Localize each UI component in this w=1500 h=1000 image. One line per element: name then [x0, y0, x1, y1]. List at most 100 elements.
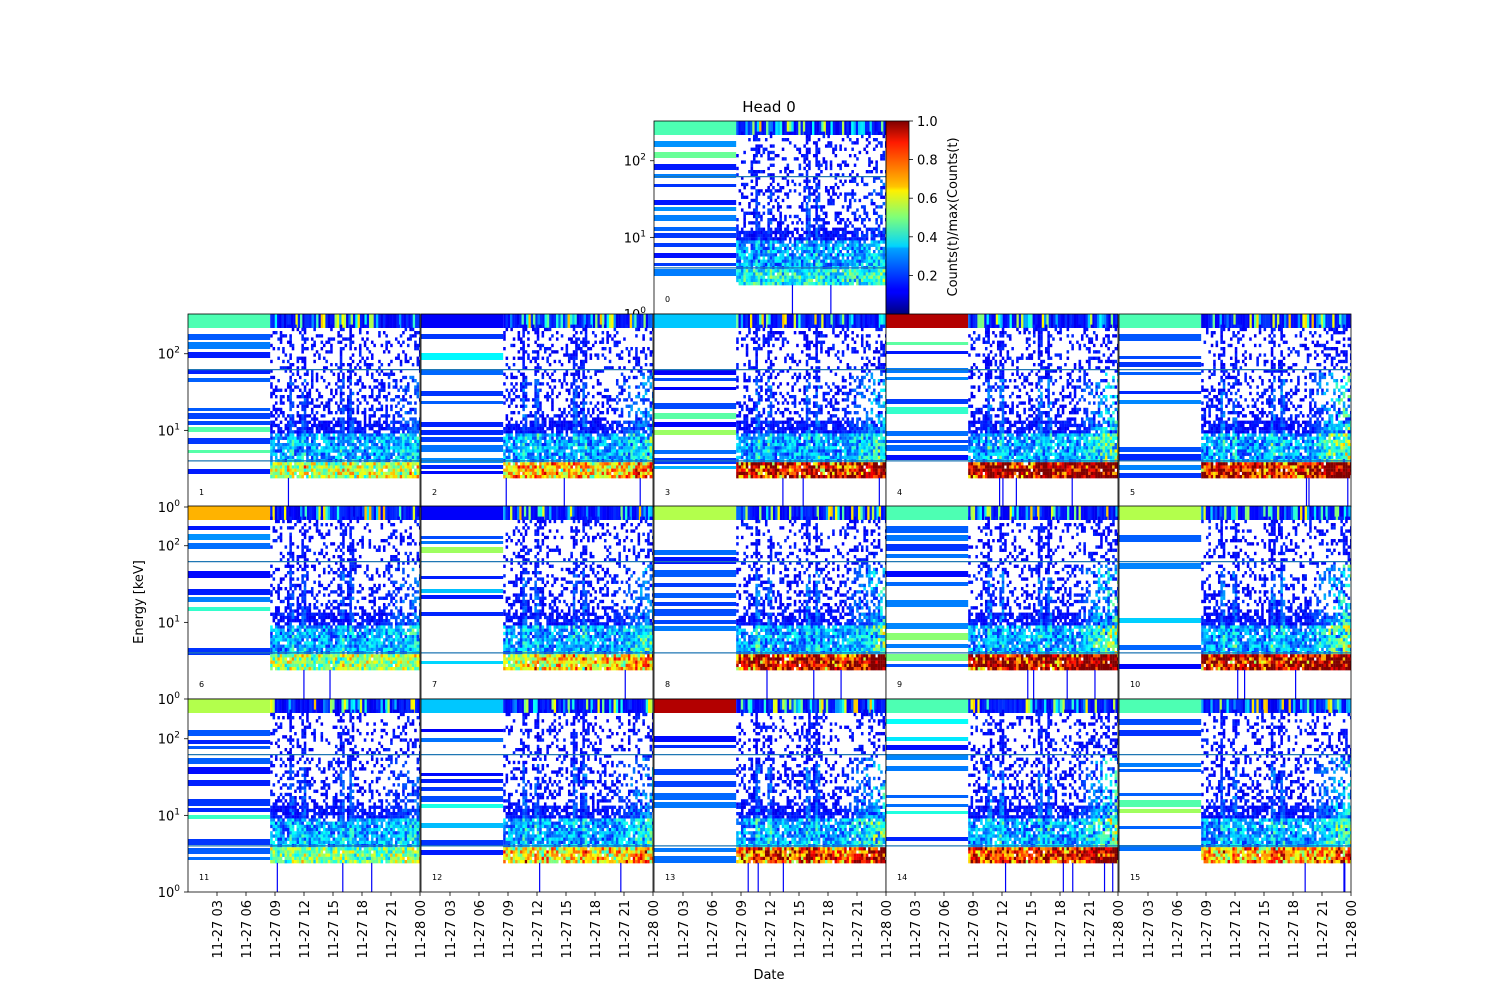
- panel-label: 9: [897, 680, 902, 689]
- top-band: [188, 699, 271, 713]
- panel-9: 9: [885, 505, 1119, 700]
- panel-image: [188, 314, 420, 507]
- panel-label: 2: [432, 488, 437, 497]
- x-tick-label: 11-27 18: [822, 900, 837, 958]
- top-band: [188, 314, 271, 328]
- panel-label: 5: [1130, 488, 1135, 497]
- x-tick-label: 11-27 06: [240, 900, 255, 958]
- x-axis-label: Date: [753, 968, 784, 983]
- colorbar-label: Counts(t)/max(Counts(t): [946, 137, 961, 296]
- panel-image: [654, 506, 886, 699]
- top-band: [886, 314, 969, 328]
- panel-14: 14 11-27 03 11-27 06 11-27 09 11-27 12 11-27 …: [885, 698, 1127, 958]
- panel-image: [188, 506, 420, 699]
- panel-label: 10: [1130, 680, 1140, 689]
- x-tick-label: 11-27 15: [560, 900, 575, 958]
- panel-label: 1: [199, 488, 204, 497]
- panel-image: [421, 699, 653, 892]
- panel-image: [654, 314, 886, 507]
- x-tick-label: 11-28 00: [647, 900, 662, 958]
- x-tick-label: 11-27 18: [1287, 900, 1302, 958]
- panel-image: [421, 314, 653, 507]
- panel-1: 1 100 101 102: [158, 313, 421, 516]
- x-tick-label: 11-27 09: [735, 900, 750, 958]
- top-band: [654, 699, 737, 713]
- panel-label: 8: [665, 680, 670, 689]
- panel-label: 4: [897, 488, 902, 497]
- panel-image: [654, 121, 886, 314]
- panel-label: 7: [432, 680, 437, 689]
- panel-13: 13 11-27 03 11-27 06 11-27 09 11-27 12 11-27 …: [653, 698, 895, 958]
- colorbar-tick-label: 1.0: [917, 115, 938, 130]
- x-tick-label: 11-27 12: [1229, 900, 1244, 958]
- y-tick-label: 101: [158, 614, 180, 631]
- top-band: [654, 506, 737, 520]
- x-tick-label: 11-27 09: [502, 900, 517, 958]
- panel-image: [886, 699, 1118, 892]
- panel-6: 6 100 101 102: [158, 505, 421, 708]
- panel-image: [1119, 699, 1351, 892]
- panel-0: 0100101102: [624, 120, 887, 323]
- y-tick-label: 102: [158, 346, 180, 363]
- panel-label: 14: [897, 873, 907, 882]
- panel-15: 15 11-27 03 11-27 06 11-27 09 11-27 12 11-27 …: [1118, 698, 1360, 958]
- y-tick-label: 101: [158, 807, 180, 824]
- y-tick-label: 101: [158, 422, 180, 439]
- panel-label: 11: [199, 873, 209, 882]
- panel-label: 6: [199, 680, 204, 689]
- panel-image: [1119, 506, 1351, 699]
- y-tick-label: 100: [158, 691, 181, 708]
- y-tick-label: 101: [624, 229, 646, 246]
- x-tick-label: 11-27 15: [327, 900, 342, 958]
- chart-title: Head 0: [742, 98, 796, 116]
- top-band: [1119, 699, 1202, 713]
- panel-3: 3: [653, 313, 887, 508]
- x-tick-label: 11-27 06: [706, 900, 721, 958]
- panel-image: [654, 699, 886, 892]
- top-band: [654, 121, 737, 135]
- x-tick-label: 11-27 21: [851, 900, 866, 958]
- x-tick-label: 11-27 09: [269, 900, 284, 958]
- x-tick-label: 11-28 00: [1345, 900, 1360, 958]
- x-tick-label: 11-27 12: [996, 900, 1011, 958]
- top-band: [1119, 314, 1202, 328]
- y-tick-label: 100: [158, 499, 181, 516]
- top-band: [188, 506, 271, 520]
- x-tick-label: 11-27 21: [385, 900, 400, 958]
- colorbar-gradient: [885, 120, 910, 315]
- panel-10: 10: [1118, 505, 1352, 700]
- x-tick-label: 11-27 21: [618, 900, 633, 958]
- x-tick-label: 11-27 21: [1316, 900, 1331, 958]
- x-tick-label: 11-27 03: [1142, 900, 1157, 958]
- panel-image: [1119, 314, 1351, 507]
- x-tick-label: 11-27 12: [531, 900, 546, 958]
- x-tick-label: 11-27 15: [793, 900, 808, 958]
- panel-label: 3: [665, 488, 670, 497]
- panel-label: 12: [432, 873, 442, 882]
- x-tick-label: 11-27 03: [677, 900, 692, 958]
- top-band: [421, 506, 504, 520]
- x-tick-label: 11-27 12: [298, 900, 313, 958]
- top-band: [886, 699, 969, 713]
- x-tick-label: 11-28 00: [880, 900, 895, 958]
- colorbar: 0.2 0.4 0.6 0.8 1.0 Counts(t)/max(Counts(t): [885, 115, 961, 315]
- x-tick-label: 11-27 03: [444, 900, 459, 958]
- panels-layer: 0100101102110010110223456100101102789101…: [158, 120, 1360, 958]
- y-tick-label: 102: [158, 731, 180, 748]
- x-tick-label: 11-27 18: [1054, 900, 1069, 958]
- colorbar-tick-label: 0.8: [917, 154, 938, 169]
- panel-4: 4: [885, 313, 1119, 508]
- top-band: [654, 314, 737, 328]
- colorbar-tick-label: 0.4: [917, 231, 938, 246]
- y-tick-label: 100: [158, 884, 181, 901]
- top-band: [886, 506, 969, 520]
- colorbar-ticks: 0.2 0.4 0.6 0.8 1.0: [909, 115, 938, 284]
- x-tick-label: 11-27 03: [211, 900, 226, 958]
- panel-8: 8: [653, 505, 887, 700]
- y-tick-label: 102: [624, 153, 646, 170]
- panel-12: 12 11-27 03 11-27 06 11-27 09 11-27 12 11-27 …: [420, 698, 662, 958]
- panel-image: [421, 506, 653, 699]
- panel-5: 5: [1118, 313, 1352, 508]
- top-band: [1119, 506, 1202, 520]
